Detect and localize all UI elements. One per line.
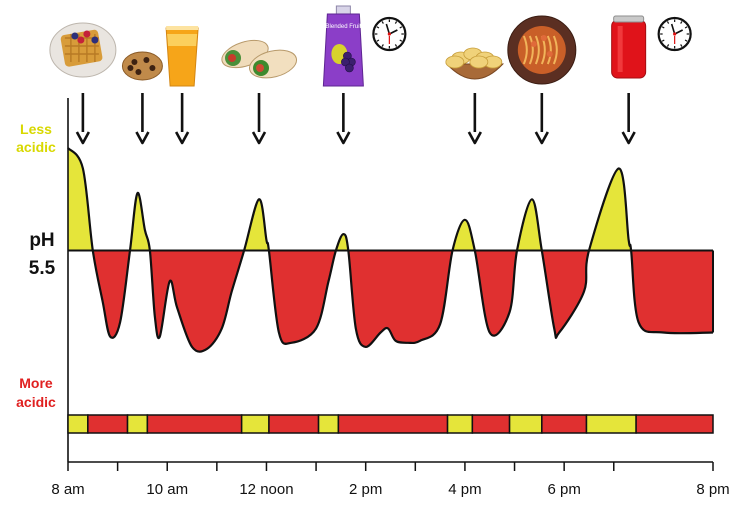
snack-arrowhead-3 xyxy=(251,131,267,145)
food-icons: Blended Fruit xyxy=(49,5,692,87)
bar-segment-10 xyxy=(508,414,543,434)
upper-label-line2: acidic xyxy=(16,139,56,155)
bar-segment-6 xyxy=(317,414,340,434)
x-axis-ticks: 8 am 10 am 12 noon 2 pm 4 pm 6 pm 8 pm xyxy=(51,462,730,498)
x-tick-label-6: 8 pm xyxy=(696,481,729,498)
x-tick-label-4: 4 pm xyxy=(448,481,481,498)
ph-areas xyxy=(68,148,714,352)
pasta-icon xyxy=(507,15,577,85)
snack-arrowhead-4 xyxy=(336,131,351,145)
upper-label-line1: Less xyxy=(20,121,52,137)
cookie-icon xyxy=(121,51,163,81)
bar-segment-7 xyxy=(337,414,449,434)
area-below-threshold xyxy=(92,251,713,352)
wraps-icon xyxy=(221,39,298,79)
area-above-threshold xyxy=(68,148,713,251)
lower-label: More acidic xyxy=(16,375,56,410)
threshold-label: pH 5.5 xyxy=(29,230,56,279)
bar-segment-13 xyxy=(635,414,714,434)
x-tick-label-2: 12 noon xyxy=(239,481,293,498)
bar-segment-4 xyxy=(240,414,270,434)
chips-icon xyxy=(445,47,504,80)
orange-juice-icon xyxy=(165,26,199,87)
snack-arrowhead-7 xyxy=(621,131,636,145)
clock-icon-4 xyxy=(372,16,407,52)
snack-arrowhead-1 xyxy=(135,131,150,145)
bar-segment-8 xyxy=(446,414,474,434)
lower-label-line1: More xyxy=(19,375,53,391)
lower-label-line2: acidic xyxy=(16,394,56,410)
bar-segment-9 xyxy=(471,414,511,434)
threshold-label-line2: 5.5 xyxy=(29,258,56,279)
ph-curve-line xyxy=(67,147,714,353)
x-tick-label-0: 8 am xyxy=(51,481,84,498)
bar-segment-5 xyxy=(268,414,320,434)
bar-segment-3 xyxy=(146,414,243,434)
bar-segment-11 xyxy=(541,414,588,434)
snack-arrowhead-6 xyxy=(534,131,549,145)
snack-arrowhead-0 xyxy=(75,131,91,145)
bar-segment-12 xyxy=(585,414,637,434)
upper-label: Less acidic xyxy=(16,121,56,155)
threshold-label-line1: pH xyxy=(29,230,54,251)
snack-arrowhead-2 xyxy=(174,131,190,145)
waffles-icon xyxy=(49,22,117,78)
clock-icon-7 xyxy=(657,16,692,52)
svg-text:Blended Fruit: Blended Fruit xyxy=(326,24,362,30)
snack-arrowhead-5 xyxy=(467,131,482,145)
bar-segment-1 xyxy=(87,414,129,434)
fruit-pouch-icon: Blended Fruit xyxy=(322,5,364,87)
x-tick-label-3: 2 pm xyxy=(349,481,382,498)
soda-can-icon xyxy=(611,15,647,79)
bar-segment-0 xyxy=(67,414,89,434)
x-tick-label-5: 6 pm xyxy=(547,481,580,498)
x-tick-label-1: 10 am xyxy=(146,481,188,498)
snack-arrows xyxy=(75,93,636,145)
bar-segment-2 xyxy=(126,414,149,434)
acid-zone-bar xyxy=(67,414,714,434)
